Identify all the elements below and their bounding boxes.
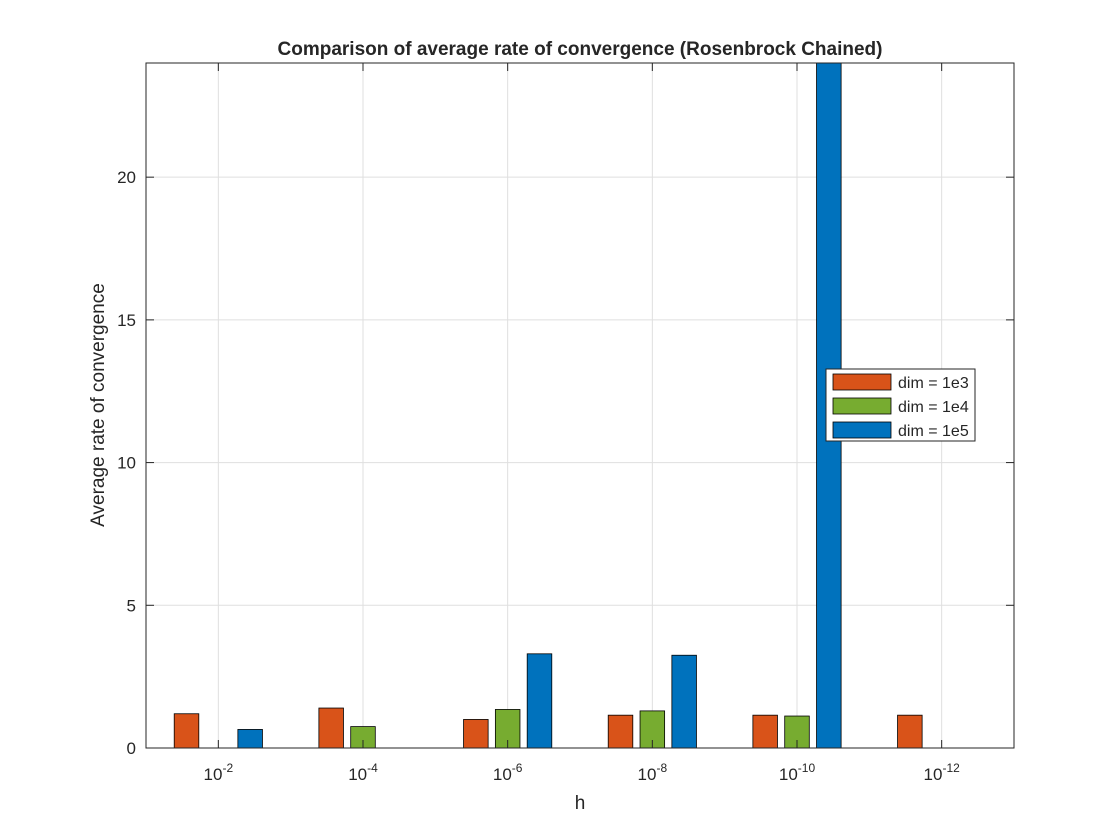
bar — [173, 713, 200, 749]
bar — [318, 707, 344, 749]
x-tick-label: 10-12 — [924, 761, 961, 784]
x-tick-label: 10-4 — [348, 761, 378, 784]
axes-box — [145, 62, 1015, 749]
bar — [526, 653, 553, 749]
bar — [607, 714, 634, 749]
bar — [752, 714, 778, 749]
y-tick-label: 15 — [117, 311, 136, 330]
y-tick-label: 20 — [117, 168, 136, 187]
legend-label: dim = 1e4 — [898, 399, 969, 416]
legend-swatch — [832, 397, 892, 415]
legend-label: dim = 1e3 — [898, 375, 969, 392]
legend-label: dim = 1e5 — [898, 423, 969, 440]
x-tick-label: 10-6 — [493, 761, 523, 784]
y-tick-label: 10 — [117, 454, 136, 473]
x-tick-label: 10-10 — [779, 761, 816, 784]
ticks-group — [146, 63, 1014, 749]
legend-swatch — [832, 373, 892, 391]
legend-swatch — [832, 421, 892, 439]
bar — [671, 654, 697, 749]
legend: dim = 1e3 dim = 1e4 dim = 1e5 — [825, 368, 976, 442]
bar — [463, 719, 489, 749]
chart-title: Comparison of average rate of convergenc… — [278, 39, 883, 60]
x-tick-labels: 10-2 10-4 10-6 10-8 10-10 10-12 — [204, 761, 961, 784]
y-tick-label: 0 — [127, 739, 136, 758]
y-tick-labels: 0 5 10 15 20 — [117, 168, 136, 758]
x-tick-label: 10-2 — [204, 761, 234, 784]
x-tick-label: 10-8 — [638, 761, 668, 784]
y-tick-label: 5 — [127, 596, 136, 615]
bar — [897, 714, 923, 749]
bar — [237, 729, 263, 749]
y-axis-label: Average rate of convergence — [88, 283, 109, 527]
x-axis-label: h — [575, 793, 586, 814]
